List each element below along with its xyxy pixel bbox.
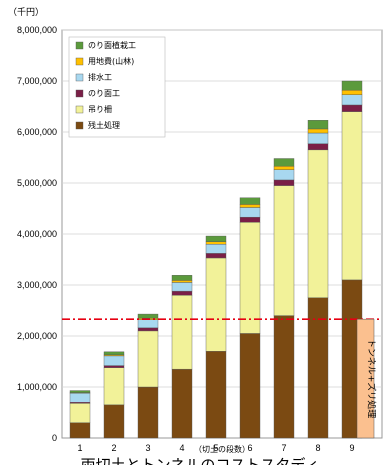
x-tick-label: 8	[315, 443, 320, 453]
x-tick-label: 4	[179, 443, 184, 453]
bar-segment	[273, 315, 295, 439]
legend-label: のり面植栽工	[88, 40, 136, 50]
y-tick-label: 1,000,000	[17, 382, 57, 392]
bar-segment	[205, 241, 227, 245]
bar-segment	[307, 132, 329, 144]
bar-segment	[103, 404, 125, 439]
bar-segment	[103, 355, 125, 366]
bar-segment	[205, 253, 227, 259]
x-tick-label: 3	[145, 443, 150, 453]
bar-segment	[171, 290, 193, 296]
bar-segment	[103, 351, 125, 356]
bar-segment	[205, 351, 227, 439]
bar-segment	[171, 282, 193, 292]
x-tick-label: 2	[111, 443, 116, 453]
x-tick-label: 9	[349, 443, 354, 453]
bar-segment	[239, 222, 261, 334]
y-tick-label: 7,000,000	[17, 76, 57, 86]
bar-segment	[137, 386, 159, 439]
x-tick-labels: 1 2 3 4 5 6 7 8 9	[77, 443, 354, 453]
y-tick-label: 4,000,000	[17, 229, 57, 239]
legend-label: 吊り柵	[88, 104, 112, 114]
legend-label: 用地費(山林)	[88, 56, 134, 66]
legend-swatch	[75, 57, 84, 66]
bar-segment	[137, 319, 159, 329]
bar-segment	[341, 104, 363, 112]
bar-segment	[69, 422, 91, 439]
bar-segment	[273, 179, 295, 186]
bar-segment	[171, 295, 193, 370]
bar-segment	[103, 365, 125, 368]
bar-segment	[307, 120, 329, 130]
bar-segment	[273, 158, 295, 167]
y-tick-label: 6,000,000	[17, 127, 57, 137]
bar-segment	[273, 169, 295, 181]
legend-swatch	[75, 105, 84, 114]
legend-swatch	[75, 41, 84, 50]
y-tick-label: 5,000,000	[17, 178, 57, 188]
legend-swatch	[75, 89, 84, 98]
bar-segment	[341, 89, 363, 95]
bar-segment	[69, 390, 91, 393]
chart-title: 両切土とトンネルのコストスタディ	[81, 456, 320, 465]
bar-segment	[239, 197, 261, 205]
x-tick-label: 5	[213, 443, 218, 453]
legend-box	[68, 36, 166, 138]
tunnel-bar-group: トンネル+ズリ処理	[356, 318, 378, 439]
y-tick-label: 2,000,000	[17, 331, 57, 341]
x-tick-label: 7	[281, 443, 286, 453]
bar-segment	[205, 235, 227, 242]
bar-segment	[69, 392, 91, 403]
bar-segment	[239, 216, 261, 223]
bar-segment	[239, 207, 261, 218]
bar-segment	[69, 403, 91, 423]
bar-segment	[137, 313, 159, 319]
y-tick-label: 0	[52, 433, 57, 443]
unit-label: （千円）	[8, 7, 44, 17]
bar-segment	[137, 327, 159, 332]
bar-segment	[273, 185, 295, 316]
bar-segment	[307, 149, 329, 298]
x-tick-label: 6	[247, 443, 252, 453]
bar-segment	[205, 243, 227, 254]
y-tick-label: 3,000,000	[17, 280, 57, 290]
bar-segment	[137, 330, 159, 388]
tunnel-bar	[356, 318, 375, 439]
bars	[69, 80, 363, 439]
bar-segment	[341, 94, 363, 106]
bar-segment	[171, 368, 193, 439]
bar-segment	[171, 280, 193, 283]
tunnel-bar-label: トンネル+ズリ処理	[366, 339, 378, 418]
bar-segment	[307, 143, 329, 151]
bar-segment	[239, 333, 261, 439]
bar-segment	[103, 367, 125, 406]
legend-label: のり面工	[88, 89, 120, 98]
bar-segment	[273, 165, 295, 170]
bar-segment	[341, 80, 363, 91]
x-tick-label: 1	[77, 443, 82, 453]
legend-swatch	[75, 121, 84, 130]
bar-segment	[205, 257, 227, 352]
bar-segment	[171, 275, 193, 281]
x-axis-label: （切土の段数）	[194, 444, 250, 454]
legend-swatch	[75, 73, 84, 82]
y-tick-labels: 0 1,000,000 2,000,000 3,000,000 4,000,000 5,0…	[17, 25, 57, 443]
legend-label: 残土処理	[88, 120, 120, 130]
y-tick-label: 8,000,000	[17, 25, 57, 35]
bar-segment	[341, 111, 363, 281]
bar-segment	[307, 128, 329, 134]
bar-segment	[239, 204, 261, 208]
legend-label: 排水工	[88, 72, 112, 82]
